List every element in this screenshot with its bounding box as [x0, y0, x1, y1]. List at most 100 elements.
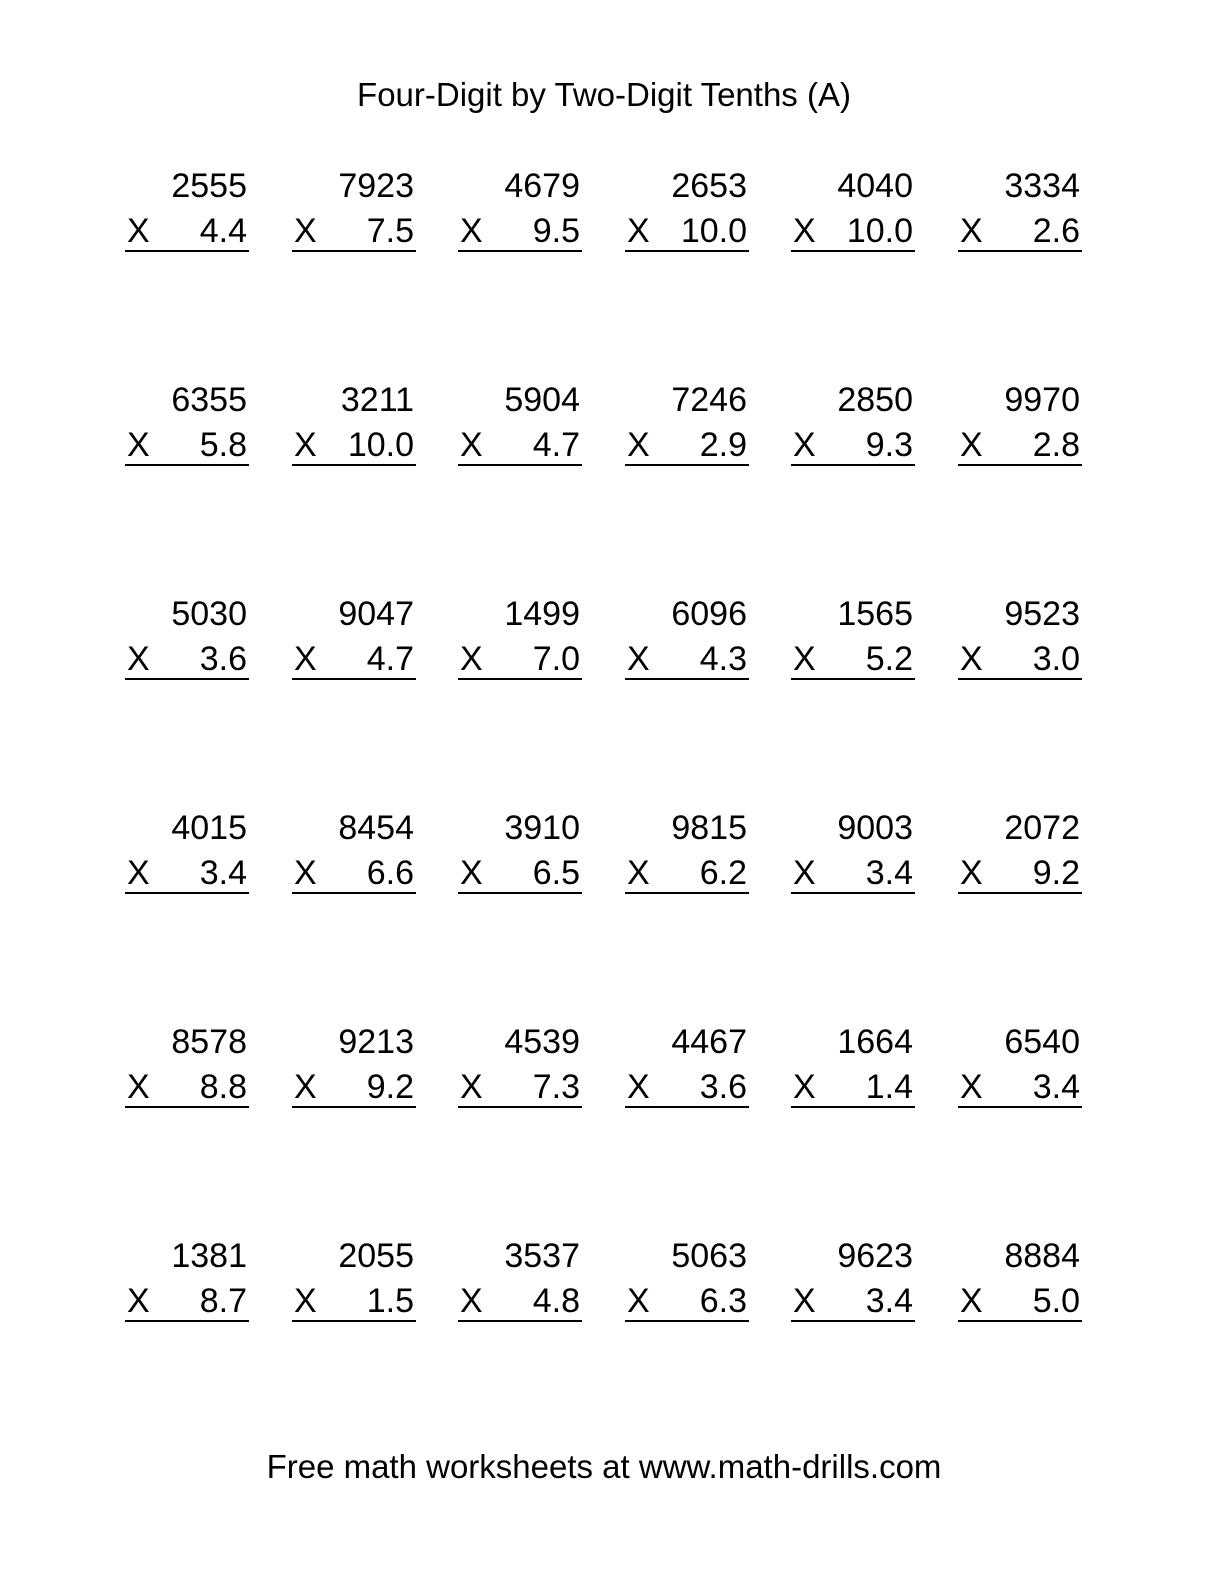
- problem: 6540 X 3.4: [958, 1025, 1082, 1115]
- multiplier: 4.7: [366, 640, 414, 678]
- answer-line: [458, 250, 582, 252]
- multiplicand: 2653: [671, 167, 747, 205]
- multiplier: 1.5: [366, 1282, 414, 1320]
- multiplicand: 7246: [671, 381, 747, 419]
- multiplicand: 6096: [671, 595, 747, 633]
- problem: 5030 X 3.6: [125, 597, 249, 687]
- multiplier: 8.8: [199, 1068, 247, 1106]
- multiplicand: 9623: [837, 1237, 913, 1275]
- answer-line: [458, 1106, 582, 1108]
- multiplicand: 9003: [837, 809, 913, 847]
- multiply-sign: X: [294, 640, 317, 678]
- multiplier: 7.5: [366, 212, 414, 250]
- multiply-sign: X: [793, 1282, 816, 1320]
- answer-line: [958, 892, 1082, 894]
- multiplier: 6.2: [699, 854, 747, 892]
- multiplicand: 1565: [837, 595, 913, 633]
- multiplier: 1.4: [865, 1068, 913, 1106]
- answer-line: [958, 1106, 1082, 1108]
- multiply-sign: X: [793, 212, 816, 250]
- multiply-sign: X: [460, 854, 483, 892]
- problem: 5904 X 4.7: [458, 383, 582, 473]
- multiplier: 6.5: [532, 854, 580, 892]
- multiplier: 6.3: [699, 1282, 747, 1320]
- problem: 4539 X 7.3: [458, 1025, 582, 1115]
- problem: 8454 X 6.6: [292, 811, 416, 901]
- answer-line: [458, 464, 582, 466]
- problem: 4679 X 9.5: [458, 169, 582, 259]
- answer-line: [125, 250, 249, 252]
- multiply-sign: X: [460, 212, 483, 250]
- multiply-sign: X: [627, 1068, 650, 1106]
- multiply-sign: X: [793, 640, 816, 678]
- multiplier: 3.4: [865, 854, 913, 892]
- multiplicand: 4040: [837, 167, 913, 205]
- multiply-sign: X: [793, 426, 816, 464]
- answer-line: [125, 1320, 249, 1322]
- problem: 2850 X 9.3: [791, 383, 915, 473]
- answer-line: [125, 678, 249, 680]
- multiply-sign: X: [294, 854, 317, 892]
- multiplier: 3.4: [1032, 1068, 1080, 1106]
- multiplier: 9.3: [865, 426, 913, 464]
- multiplicand: 6540: [1004, 1023, 1080, 1061]
- multiplier: 2.9: [699, 426, 747, 464]
- answer-line: [292, 678, 416, 680]
- problem: 1565 X 5.2: [791, 597, 915, 687]
- problem: 9815 X 6.2: [625, 811, 749, 901]
- multiplier: 7.3: [532, 1068, 580, 1106]
- answer-line: [458, 1320, 582, 1322]
- multiplicand: 8454: [338, 809, 414, 847]
- answer-line: [125, 892, 249, 894]
- problem: 1664 X 1.4: [791, 1025, 915, 1115]
- multiplicand: 4679: [504, 167, 580, 205]
- multiplicand: 4015: [171, 809, 247, 847]
- multiply-sign: X: [960, 1068, 983, 1106]
- problem: 9970 X 2.8: [958, 383, 1082, 473]
- multiplier: 2.6: [1032, 212, 1080, 250]
- answer-line: [625, 678, 749, 680]
- multiplier: 5.8: [199, 426, 247, 464]
- multiply-sign: X: [460, 640, 483, 678]
- answer-line: [625, 1106, 749, 1108]
- answer-line: [292, 1106, 416, 1108]
- multiplier: 5.0: [1032, 1282, 1080, 1320]
- multiplicand: 8884: [1004, 1237, 1080, 1275]
- problem: 7923 X 7.5: [292, 169, 416, 259]
- footer-text: Free math worksheets at www.math-drills.…: [266, 1448, 942, 1485]
- answer-line: [958, 678, 1082, 680]
- answer-line: [958, 250, 1082, 252]
- multiply-sign: X: [294, 1068, 317, 1106]
- multiplicand: 2555: [171, 167, 247, 205]
- answer-line: [625, 892, 749, 894]
- multiplicand: 5904: [504, 381, 580, 419]
- answer-line: [791, 678, 915, 680]
- problem: 8884 X 5.0: [958, 1239, 1082, 1329]
- multiplier: 3.4: [199, 854, 247, 892]
- multiplier: 3.0: [1032, 640, 1080, 678]
- multiply-sign: X: [960, 1282, 983, 1320]
- multiplicand: 2055: [338, 1237, 414, 1275]
- multiplicand: 5030: [171, 595, 247, 633]
- multiplier: 9.2: [366, 1068, 414, 1106]
- problem: 3334 X 2.6: [958, 169, 1082, 259]
- problem: 5063 X 6.3: [625, 1239, 749, 1329]
- multiply-sign: X: [960, 854, 983, 892]
- answer-line: [292, 892, 416, 894]
- answer-line: [292, 464, 416, 466]
- multiplicand: 2072: [1004, 809, 1080, 847]
- multiply-sign: X: [627, 640, 650, 678]
- problem: 4467 X 3.6: [625, 1025, 749, 1115]
- problem: 9523 X 3.0: [958, 597, 1082, 687]
- multiplier: 6.6: [366, 854, 414, 892]
- answer-line: [125, 1106, 249, 1108]
- multiplier: 5.2: [865, 640, 913, 678]
- problem: 3537 X 4.8: [458, 1239, 582, 1329]
- multiplicand: 6355: [171, 381, 247, 419]
- multiplier: 4.4: [199, 212, 247, 250]
- multiplicand: 5063: [671, 1237, 747, 1275]
- multiply-sign: X: [627, 1282, 650, 1320]
- answer-line: [458, 678, 582, 680]
- answer-line: [292, 1320, 416, 1322]
- multiplier: 3.4: [865, 1282, 913, 1320]
